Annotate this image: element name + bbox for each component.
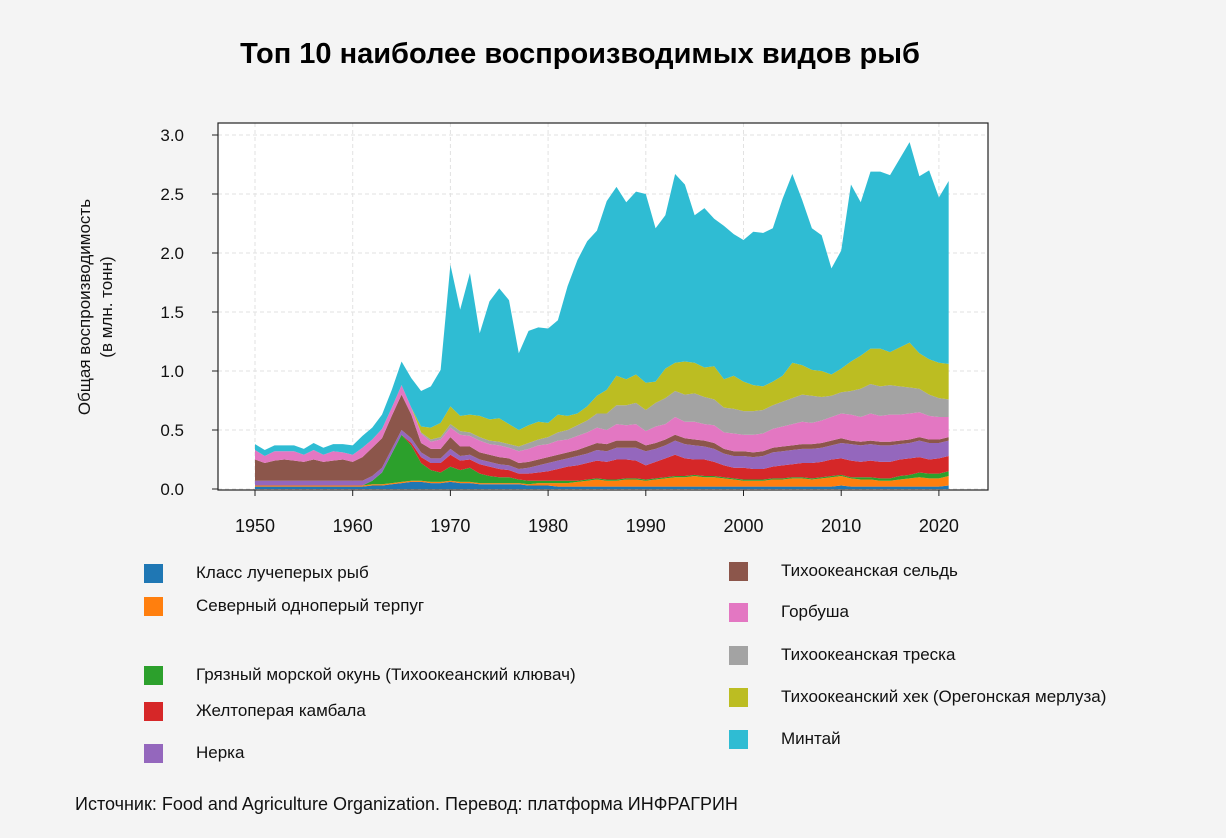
source-note: Источник: Food and Agriculture Organizat… <box>75 794 738 814</box>
legend-label: Тихоокеанская треска <box>781 645 956 664</box>
legend-label: Северный одноперый терпуг <box>196 596 425 615</box>
area-series-7 <box>255 383 949 456</box>
legend-item-pacific-cod: Тихоокеанская треска <box>729 642 955 668</box>
plot-border <box>217 122 989 491</box>
legend-item-atka-mackerel: Северный одноперый терпуг <box>144 593 424 619</box>
area-series-1 <box>255 476 949 487</box>
x-tick-label: 2000 <box>723 516 763 536</box>
legend-swatch <box>144 563 163 583</box>
area-series-3 <box>255 434 949 486</box>
x-tick-label: 2020 <box>919 516 959 536</box>
legend-label: Тихоокеанская сельдь <box>781 561 958 580</box>
legend-swatch <box>144 743 163 763</box>
legend-swatch <box>729 561 748 581</box>
plot-frame <box>217 122 989 491</box>
legend-label: Нерка <box>196 743 245 762</box>
area-series-8 <box>255 342 949 456</box>
legend-label: Минтай <box>781 729 841 748</box>
x-tick-label: 2010 <box>821 516 861 536</box>
legend-item-pink-salmon: Горбуша <box>729 599 849 625</box>
area-series <box>255 142 949 489</box>
y-tick-label: 1.5 <box>160 303 184 322</box>
legend-item-pollock: Минтай <box>729 726 841 752</box>
legend-item-ray-finned: Класс лучеперых рыб <box>144 560 369 586</box>
x-tick-label: 1950 <box>235 516 275 536</box>
legend-swatch <box>729 645 748 665</box>
legend-swatch <box>144 596 163 616</box>
legend-label: Желтоперая камбала <box>196 701 366 720</box>
area-series-6 <box>255 385 949 464</box>
y-tick-label: 2.0 <box>160 244 184 263</box>
x-tick-label: 1990 <box>626 516 666 536</box>
legend-item-rockfish: Грязный морской окунь (Тихоокеанский клю… <box>144 662 576 688</box>
legend-label: Класс лучеперых рыб <box>196 563 369 582</box>
legend-label: Грязный морской окунь (Тихоокеанский клю… <box>196 665 576 684</box>
legend-swatch <box>729 602 748 622</box>
y-tick-label: 1.0 <box>160 362 184 381</box>
legend-item-sockeye: Нерка <box>144 740 244 766</box>
x-tick-label: 1960 <box>333 516 373 536</box>
legend-swatch <box>729 687 748 707</box>
x-axis-ticks: 1950 1960 1970 1980 1990 2000 2010 2020 <box>235 490 959 536</box>
chart-title: Топ 10 наиболее воспроизводимых видов ры… <box>240 38 920 70</box>
y-tick-label: 0.0 <box>160 480 184 499</box>
area-series-2 <box>255 434 949 486</box>
legend-swatch <box>729 729 748 749</box>
legend-item-pacific-hake: Тихоокеанский хек (Орегонская мерлуза) <box>729 684 1106 710</box>
y-axis-label-line-1: Общая воспроизводимость <box>75 198 94 416</box>
legend-label: Тихоокеанский хек (Орегонская мерлуза) <box>781 687 1107 706</box>
y-axis-label-line-2: (в млн. тонн) <box>97 256 116 358</box>
x-tick-label: 1980 <box>528 516 568 536</box>
y-axis-ticks: 0.0 0.5 1.0 1.5 2.0 2.5 3.0 <box>160 126 218 499</box>
y-tick-label: 3.0 <box>160 126 184 145</box>
legend-swatch <box>144 665 163 685</box>
x-tick-label: 1970 <box>430 516 470 536</box>
legend-item-yellowfin-sole: Желтоперая камбала <box>144 698 366 724</box>
legend-swatch <box>144 701 163 721</box>
area-series-5 <box>255 394 949 481</box>
y-axis-label: Общая воспроизводимость (в млн. тонн) <box>74 199 118 415</box>
area-series-0 <box>255 481 949 489</box>
legend-item-pacific-herring: Тихоокеанская сельдь <box>729 558 958 584</box>
area-series-9 <box>255 142 949 456</box>
legend-label: Горбуша <box>781 602 849 621</box>
y-tick-label: 2.5 <box>160 185 184 204</box>
y-tick-label: 0.5 <box>160 421 184 440</box>
area-series-4 <box>255 430 949 486</box>
